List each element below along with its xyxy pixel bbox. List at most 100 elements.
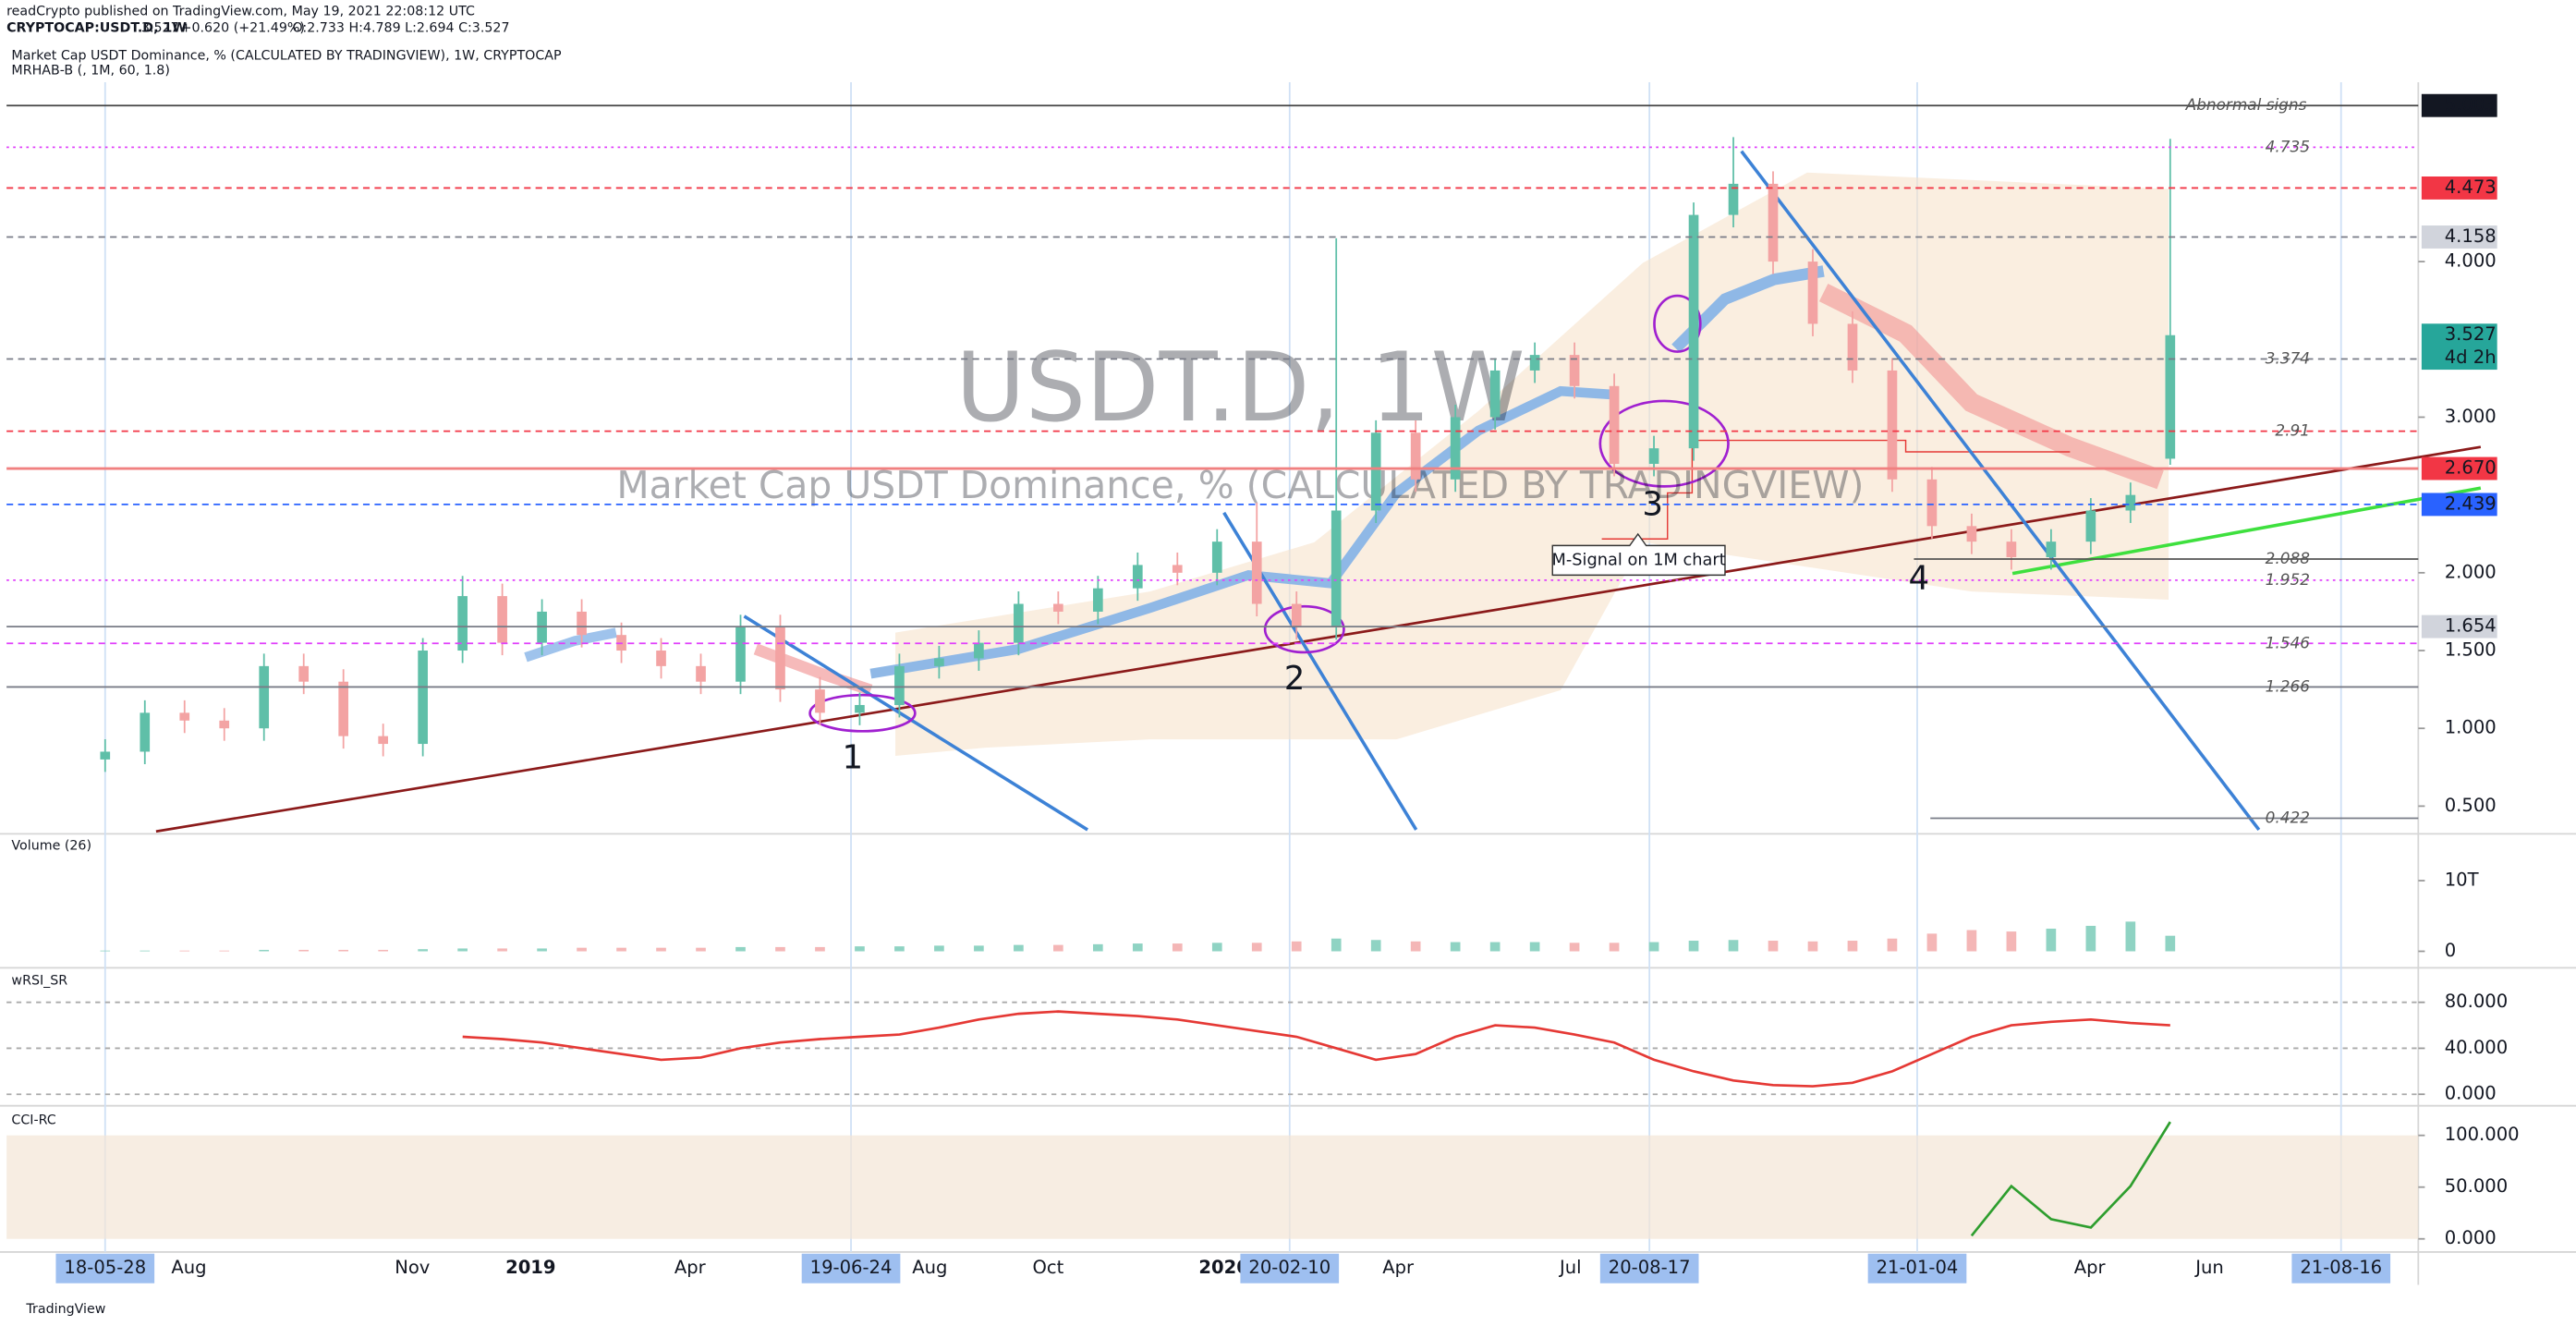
volume-bar	[696, 947, 706, 952]
candle-body	[2046, 541, 2057, 558]
price-note: 1.266	[2266, 676, 2310, 695]
y-tick-label: 80.000	[2445, 991, 2508, 1012]
candle-body	[179, 712, 190, 721]
volume-bar	[934, 945, 944, 952]
x-tick-label: Aug	[912, 1257, 947, 1278]
candle-body	[1132, 565, 1143, 589]
candle-body	[1092, 588, 1103, 612]
y-tick-label: 100.000	[2445, 1124, 2520, 1145]
price-box	[2421, 456, 2497, 481]
date-box	[1599, 1253, 1699, 1283]
candle-body	[259, 665, 270, 729]
annotation: 2	[1284, 660, 1306, 698]
candle-body	[1569, 355, 1580, 386]
symbol: CRYPTOCAP:USDT.D, 1W	[6, 20, 187, 35]
candle-body	[1609, 385, 1620, 464]
candle-body	[1331, 510, 1342, 627]
indicator-line	[1970, 1121, 2171, 1237]
countdown: 4d 2h	[2445, 347, 2497, 368]
date-box	[1867, 1253, 1967, 1283]
candle-body	[1926, 479, 1938, 527]
candle-body	[894, 665, 905, 705]
candle-body	[140, 712, 151, 752]
last: 3.527	[141, 20, 179, 35]
watermark: USDT.D, 1W	[955, 333, 1525, 444]
candle-body	[1172, 565, 1183, 573]
volume-bar	[298, 949, 310, 952]
candle-body	[1450, 417, 1461, 480]
price-note: 4.735	[2266, 137, 2310, 155]
candle-body	[815, 689, 825, 713]
candle-body	[1966, 526, 1977, 542]
indicator-line	[462, 1010, 2170, 1088]
date-box	[2291, 1253, 2391, 1283]
candle-body	[1688, 214, 1699, 449]
candle-body	[298, 665, 310, 682]
y-tick-label: 0.500	[2445, 795, 2497, 816]
x-tick-label: Apr	[1382, 1257, 1415, 1278]
candle-body	[1887, 370, 1898, 480]
trendline	[743, 614, 1089, 832]
volume-bar	[457, 948, 468, 952]
candle-body	[1768, 183, 1779, 262]
x-tick-label: Apr	[674, 1257, 707, 1278]
volume-bar	[1331, 938, 1342, 952]
candle-body	[934, 658, 944, 666]
y-tick-label: 1.500	[2445, 639, 2497, 661]
x-tick-label: Nov	[395, 1257, 430, 1278]
chart-title: Market Cap USDT Dominance, % (CALCULATED…	[11, 49, 562, 64]
volume-bar	[1410, 941, 1421, 952]
y-tick-label: 3.000	[2445, 406, 2497, 427]
volume-bar	[338, 949, 349, 952]
volume-bar	[894, 946, 905, 952]
candle-body	[775, 627, 785, 690]
price-note: 3.374	[2266, 348, 2310, 367]
price-label: 2.439	[2445, 493, 2497, 514]
volume-bar	[1211, 943, 1222, 952]
candle-body	[974, 642, 984, 659]
candle-body	[2006, 541, 2017, 558]
volume-bar	[2085, 925, 2096, 952]
volume-bar	[1370, 940, 1381, 952]
price-label: 1.654	[2445, 615, 2497, 637]
price-label: 2.670	[2445, 457, 2497, 479]
candle-body	[378, 736, 388, 745]
volume-bar	[1847, 941, 1858, 952]
price-box	[2421, 176, 2497, 200]
volume-bar	[418, 949, 428, 952]
volume-bar	[577, 947, 587, 952]
volume-bar	[1251, 943, 1262, 952]
candle-body	[100, 751, 111, 760]
volume-bar	[1887, 938, 1898, 952]
volume-bar	[1092, 943, 1103, 952]
candle-body	[1014, 603, 1024, 643]
price-label: 4.158	[2445, 225, 2497, 247]
volume-bar	[2165, 935, 2176, 952]
price-note: 2.91	[2275, 421, 2310, 440]
volume-bar	[1529, 942, 1540, 952]
x-tick-label: Jul	[1558, 1257, 1582, 1278]
cloud	[895, 172, 2169, 756]
price-label: 3.527	[2445, 323, 2497, 345]
candle-body	[1807, 262, 1818, 324]
y-tick-label: 2.000	[2445, 561, 2497, 582]
price-box	[2421, 225, 2497, 249]
candle-body	[2085, 510, 2096, 542]
volume-bar	[1688, 941, 1699, 952]
x-tick-label: 21-08-16	[2300, 1257, 2382, 1278]
y-tick-label: 10T	[2445, 870, 2479, 891]
publisher: readCrypto published on TradingView.com,…	[6, 4, 475, 18]
price-label: 5.003	[2445, 94, 2497, 116]
watermark-subtitle: Market Cap USDT Dominance, % (CALCULATED…	[616, 463, 1864, 507]
x-tick-label: Aug	[171, 1257, 206, 1278]
date-box	[55, 1253, 155, 1283]
footer: TradingView	[25, 1302, 105, 1317]
volume-bar	[1648, 942, 1659, 952]
volume-bar	[775, 946, 785, 952]
x-tick-label: 19-06-24	[810, 1257, 893, 1278]
price-box	[2421, 493, 2497, 517]
volume-bar	[656, 947, 666, 952]
x-tick-label: 2019	[505, 1257, 555, 1278]
